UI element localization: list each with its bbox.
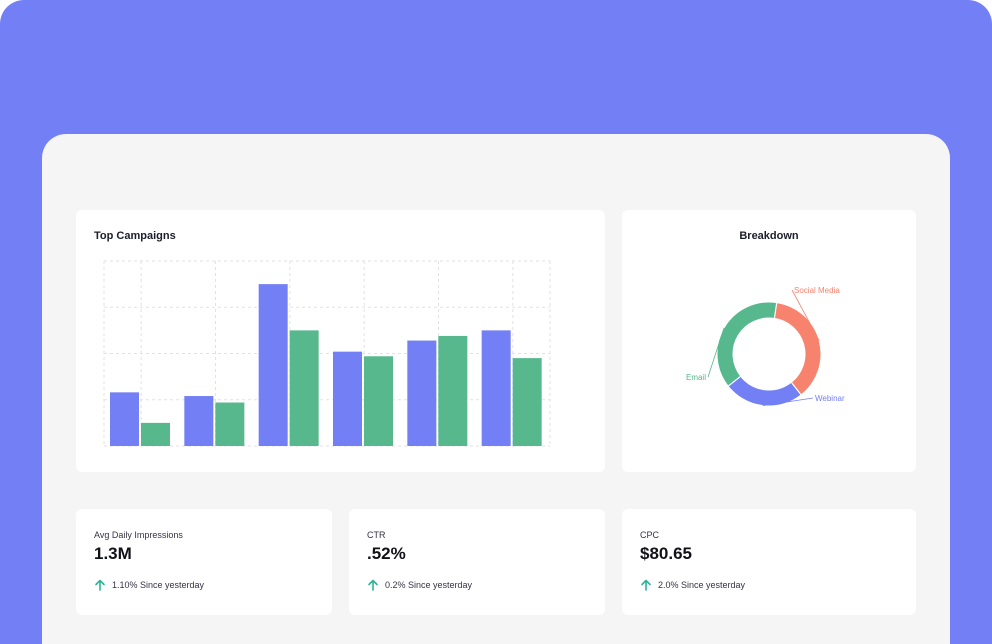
bar-primary-5[interactable] [407,340,437,446]
arrow-up-icon [641,579,651,591]
bar-secondary-1[interactable] [141,422,170,446]
stat-card-cpc: CPC $80.65 2.0% Since yesterday [622,509,916,615]
slice-social-media[interactable] [774,303,821,395]
stat-label: CTR [367,530,386,540]
stat-change: 0.2% Since yesterday [367,579,472,591]
leader-line-webinar [762,397,814,407]
bar-secondary-4[interactable] [364,356,393,446]
bar-secondary-3[interactable] [289,330,319,446]
slice-separator [790,381,802,396]
slice-label-email: Email [686,373,706,382]
slice-separator [773,302,778,319]
slice-webinar[interactable] [728,376,801,406]
slice-label-social-media: Social Media [794,286,840,295]
bar-primary-2[interactable] [184,396,214,446]
stat-card-impressions: Avg Daily Impressions 1.3M 1.10% Since y… [76,509,332,615]
stat-label: CPC [640,530,660,540]
slice-email[interactable] [717,302,777,386]
leader-line-email [707,327,725,378]
stat-change: 1.10% Since yesterday [94,579,204,591]
arrow-up-icon [95,579,105,591]
top-campaigns-chart [103,260,551,447]
stat-value: .52% [367,544,406,563]
slice-label-webinar: Webinar [815,394,845,403]
stat-label: Avg Daily Impressions [94,530,183,540]
bar-primary-4[interactable] [333,351,362,446]
bar-secondary-2[interactable] [215,402,245,446]
slice-separator [727,375,742,387]
bar-primary-6[interactable] [481,330,511,446]
breakdown-chart: Social Media Webinar Email [686,286,845,407]
breakdown-card: Social Media Webinar Email Breakdown [622,210,916,472]
arrow-up-icon [368,579,378,591]
bar-secondary-5[interactable] [438,335,468,446]
top-campaigns-card: Top Campaigns [76,210,605,472]
stat-change-text: 1.10% Since yesterday [112,580,205,590]
dashboard-panel: Top Campaigns Social Media Webinar Email B… [42,134,950,644]
top-campaigns-title: Top Campaigns [94,230,176,242]
stat-value: 1.3M [94,544,132,563]
bar-primary-1[interactable] [110,392,139,446]
stat-value: $80.65 [640,544,692,563]
stat-card-ctr: CTR .52% 0.2% Since yesterday [349,509,605,615]
leader-line-social-media [791,289,820,341]
bar-primary-3[interactable] [258,284,288,446]
stat-change-text: 0.2% Since yesterday [385,580,473,590]
stat-change-text: 2.0% Since yesterday [658,580,746,590]
breakdown-title: Breakdown [739,230,799,242]
bar-secondary-6[interactable] [512,358,542,446]
stat-change: 2.0% Since yesterday [640,579,745,591]
